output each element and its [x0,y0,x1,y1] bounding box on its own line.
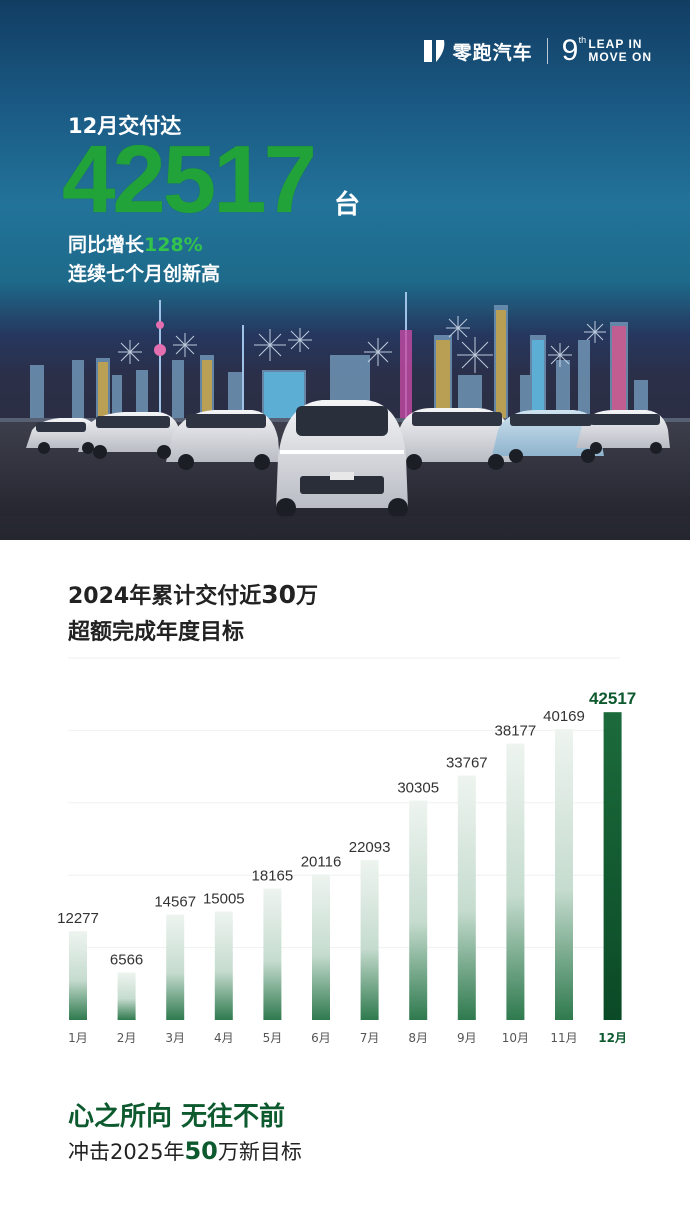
section-title-part2: 万 [296,584,319,609]
bar-12月 [603,712,622,1020]
section-title: 2024年累计交付近30万 [68,578,318,610]
monthly-delivery-bar-chart: 12277 6566 14567 15005 18165 20116 22093 30305 3… [57,657,636,1045]
chart-gridlines [68,657,620,949]
section-subtitle: 超额完成年度目标 [68,620,245,645]
chart-bars [69,712,622,1020]
x-tick-7月: 7月 [360,1031,380,1045]
slogan-line-2: MOVE ON [588,50,652,64]
data-label-8月: 30305 [397,780,439,797]
footer-slogan: 心之所向 无往不前 [68,1102,286,1132]
footer-target-part1: 冲击2025年 [68,1140,185,1164]
bar-6月 [312,874,330,1020]
data-label-11月: 40169 [543,708,585,725]
bar-4月 [214,911,233,1020]
x-tick-12月: 12月 [598,1031,627,1045]
city-skyline-illustration [0,292,690,540]
chart-data-labels: 12277 6566 14567 15005 18165 20116 22093 30305 3… [57,689,636,968]
x-tick-2月: 2月 [117,1031,137,1045]
section-title-part1: 2024年累计交付近 [68,584,262,609]
x-tick-10月: 10月 [502,1031,529,1045]
slogan-line-1: LEAP IN [588,37,643,51]
hero-delivery-number: 42517 [62,126,317,233]
hero-unit: 台 [334,190,361,220]
data-label-1月: 12277 [57,910,99,927]
footer-target: 冲击2025年50万新目标 [68,1136,302,1166]
data-label-5月: 18165 [252,867,294,884]
x-tick-4月: 4月 [214,1031,234,1045]
data-label-6月: 20116 [301,853,342,870]
bar-11月 [555,729,573,1020]
footer-target-highlight: 50 [184,1137,218,1165]
leapmotor-logo-icon [423,40,444,62]
bar-8月 [409,800,428,1020]
data-label-3月: 14567 [154,894,196,911]
hero-streak-line: 连续七个月创新高 [68,263,221,285]
anniversary-number: 9 [561,34,579,67]
brand-slogan: LEAP IN MOVE ON [588,38,652,64]
hero-subtitle: 12月交付达 [68,114,182,138]
chart-x-tick-labels: 1月 2月 3月 4月 5月 6月 7月 8月 9月 10月 11月 12月 [68,1031,627,1045]
data-label-2月: 6566 [110,951,143,968]
bar-1月 [69,931,87,1020]
data-label-12月: 42517 [589,689,636,708]
section-title-highlight: 30 [261,580,297,609]
x-tick-11月: 11月 [550,1031,577,1045]
brand-name: 零跑汽车 [452,41,533,64]
x-tick-3月: 3月 [165,1031,185,1045]
bar-5月 [263,888,282,1020]
growth-value: 128% [144,234,203,256]
hero-growth-line: 同比增长128% [68,230,203,257]
growth-prefix: 同比增长 [68,234,145,256]
brand-divider [546,38,548,64]
bar-7月 [360,860,379,1020]
x-tick-1月: 1月 [68,1031,88,1045]
bar-2月 [117,972,136,1020]
bar-9月 [457,775,476,1020]
anniversary-suffix: th [578,35,587,45]
footer-target-part2: 万新目标 [217,1140,302,1164]
data-label-7月: 22093 [349,839,391,856]
data-label-10月: 38177 [495,723,537,740]
data-label-4月: 15005 [203,890,245,907]
bar-3月 [166,914,185,1020]
x-tick-9月: 9月 [457,1031,477,1045]
x-tick-6月: 6月 [311,1031,331,1045]
x-tick-8月: 8月 [408,1031,428,1045]
bar-10月 [506,743,525,1020]
x-tick-5月: 5月 [263,1031,283,1045]
data-label-9月: 33767 [446,755,488,772]
